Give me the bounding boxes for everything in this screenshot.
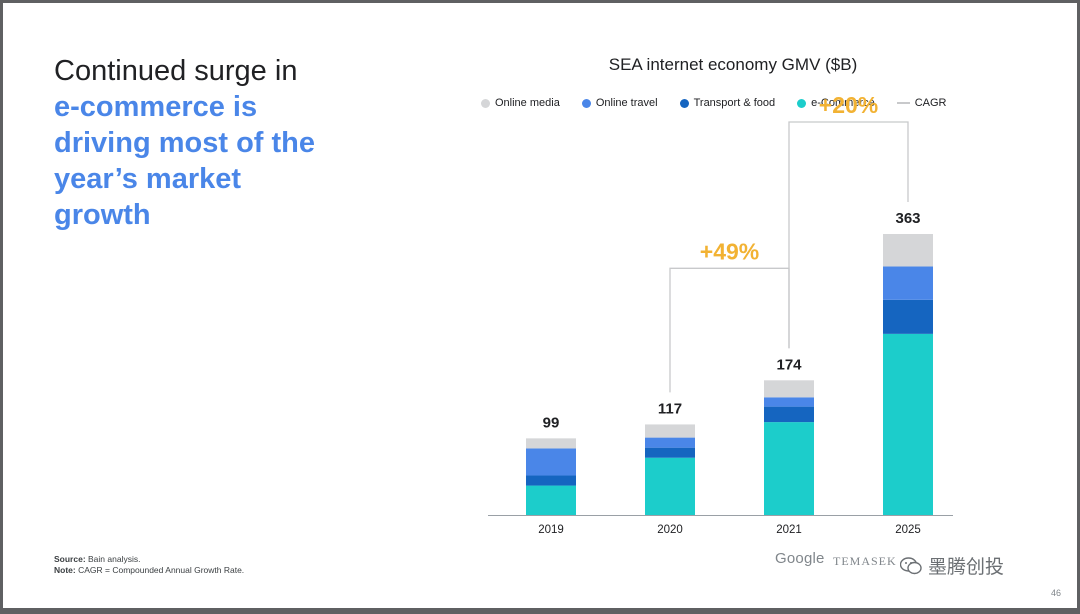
total-label-2025: 363	[895, 210, 920, 227]
bar-transport-food-2025	[883, 299, 933, 334]
legend-swatch-online-travel	[581, 98, 591, 108]
legend-item-online-travel: Online travel	[581, 97, 658, 109]
bar-online-media-2021	[764, 380, 814, 398]
legend-item-cagr: CAGR	[896, 97, 947, 109]
cagr-note: Note: CAGR = Compounded Annual Growth Ra…	[54, 565, 245, 575]
total-label-2019: 99	[543, 414, 560, 431]
legend-label-transport-food: Transport & food	[693, 97, 776, 109]
headline-line-4: year’s market	[54, 163, 242, 195]
temasek-logo: TEMASEK	[833, 554, 897, 568]
cagr-label-2021-2025: +20%	[819, 92, 878, 118]
x-tick-2021: 2021	[776, 524, 802, 536]
headline-line-5: growth	[54, 199, 151, 231]
legend-label-ecommerce: e-Commerce	[811, 97, 875, 109]
headline-line-3: driving most of the	[54, 127, 315, 159]
bar-e-commerce-2025	[883, 333, 933, 515]
chart-legend: Online media Online travel Transport & f…	[481, 94, 968, 112]
bar-transport-food-2021	[764, 406, 814, 423]
bar-online-travel-2019	[526, 448, 576, 476]
legend-swatch-ecommerce	[797, 98, 807, 108]
legend-item-online-media: Online media	[481, 97, 560, 109]
bar-transport-food-2019	[526, 475, 576, 486]
legend-swatch-cagr	[896, 102, 910, 104]
x-tick-2019: 2019	[538, 524, 564, 536]
bar-online-travel-2025	[883, 266, 933, 300]
legend-item-ecommerce: e-Commerce	[797, 97, 875, 109]
bar-e-commerce-2021	[764, 422, 814, 515]
legend-item-transport-food: Transport & food	[679, 97, 776, 109]
wechat-icon	[900, 556, 922, 574]
total-label-2020: 117	[658, 400, 682, 417]
x-tick-2020: 2020	[657, 524, 683, 536]
page-number: 46	[1051, 588, 1062, 598]
legend-swatch-transport-food	[679, 98, 689, 108]
legend-swatch-online-media	[481, 98, 490, 108]
legend-label-online-travel: Online travel	[595, 97, 658, 109]
bar-online-media-2020	[645, 424, 695, 438]
cagr-label-2020-2021: +49%	[700, 238, 759, 264]
bar-online-media-2025	[883, 234, 933, 267]
source-note: Source: Bain analysis.	[54, 554, 141, 564]
bar-transport-food-2020	[645, 447, 695, 458]
stacked-bar-chart: 99 2019 117 2020 174 2021 363 2025 +49% +20%	[488, 92, 953, 536]
bar-e-commerce-2020	[645, 457, 695, 515]
total-label-2021: 174	[776, 356, 802, 373]
bar-online-media-2019	[526, 438, 576, 449]
watermark: 墨腾创投	[900, 552, 1004, 579]
watermark-text: 墨腾创投	[928, 557, 1005, 578]
headline: Continued surge in e-commerce is driving…	[54, 53, 315, 233]
slide: Continued surge in e-commerce is driving…	[3, 3, 1077, 608]
bar-e-commerce-2019	[526, 485, 576, 515]
headline-line-1: Continued surge in	[54, 55, 298, 87]
bar-online-travel-2020	[645, 437, 695, 448]
headline-line-2: e-commerce is	[54, 91, 258, 123]
legend-label-cagr: CAGR	[914, 97, 947, 109]
bar-online-travel-2021	[764, 397, 814, 407]
x-tick-2025: 2025	[895, 524, 921, 536]
chart-title: SEA internet economy GMV ($B)	[608, 55, 858, 74]
legend-label-online-media: Online media	[495, 97, 560, 109]
cagr-bracket-2021-2025	[788, 121, 909, 349]
google-logo: Google	[775, 550, 825, 567]
footnote: Source: Bain analysis. Note: CAGR = Comp…	[54, 554, 244, 576]
cagr-bracket-2020-2021	[669, 267, 790, 393]
